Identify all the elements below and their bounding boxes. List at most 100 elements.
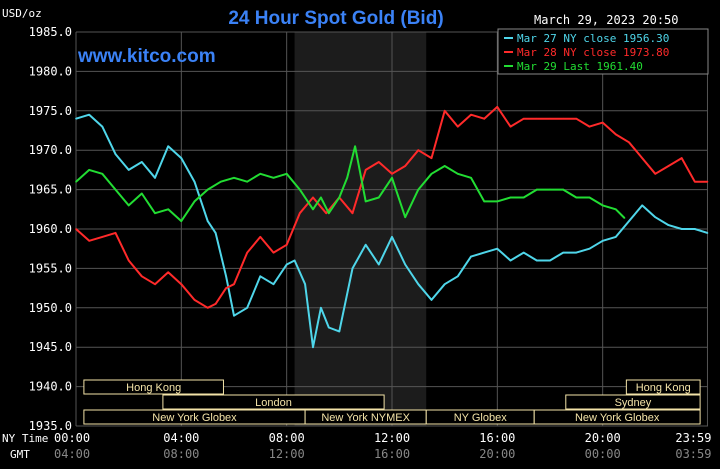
series-3-point [509,196,512,199]
y-tick-label: 1975.0 [29,104,72,118]
series-1-point [154,176,156,179]
series-2-point [443,110,446,112]
session-label: Hong Kong [126,382,181,394]
series-3-point [496,200,499,203]
series-1-point [338,330,341,333]
series-3-point [154,212,156,215]
series-1-point [404,263,406,266]
y-tick-label: 1955.0 [29,261,72,275]
series-1-point [470,255,472,258]
series-1-point [101,125,104,128]
session-box [162,394,385,410]
series-1-point [328,326,330,329]
series-3-point [167,208,169,211]
series-1-point [522,251,525,254]
series-2-point [601,121,604,124]
chart-title: 24 Hour Spot Gold (Bid) [228,8,443,29]
series-2-point [391,173,393,175]
series-2-point [470,113,472,116]
series-3-point [615,208,617,211]
series-1-point [320,307,322,309]
series-3-point [588,196,591,199]
y-tick-label: 1960.0 [29,222,72,236]
series-1-point [667,224,670,226]
series-2-point [101,236,104,238]
series-1-point [114,153,117,155]
series-3-point [443,165,446,167]
series-2-point [246,251,248,254]
series-2-point [325,212,327,215]
series-1-point [417,283,420,285]
series-1-point [225,275,227,278]
series-2-point [351,212,354,215]
series-3-point [75,180,77,183]
series-2-point [127,259,130,262]
series-1-point [457,275,459,278]
series-1-point [588,247,591,250]
session-label: New York Globex [575,412,660,424]
series-1-point [628,220,630,222]
series-2-point [509,125,512,128]
x-tick-label: 08:00 [269,431,305,445]
series-2-point [259,236,262,238]
series-3-point [562,188,564,191]
series-2-point [312,196,314,199]
session-box [625,379,701,395]
y-tick-label: 1940.0 [29,380,72,394]
series-3-point [206,188,209,191]
series-3-point [193,200,196,203]
session-bar: New York NYMEX [304,409,427,425]
series-2-point [193,299,196,301]
series-3-point [623,217,626,219]
series-1-point [549,259,551,262]
series-2-point [483,117,485,120]
x-tick-label: 23:59 [675,431,711,445]
session-layer: Hong Kong London New York Globex New York N… [83,379,701,425]
series-3-point [354,145,356,148]
series-1-point [233,314,235,317]
y-tick-label: 1980.0 [29,64,72,78]
series-1-point [680,228,683,230]
y-tick-label: 1950.0 [29,301,72,315]
series-3-point [233,176,235,179]
series-2-point [206,307,209,309]
x-tick-label-gmt: 00:00 [585,447,621,461]
session-bar: New York Globex [83,409,306,425]
series-2-point [404,165,406,167]
series-3-point [114,188,117,191]
series-1-point [127,169,130,171]
series-1-point [259,275,262,278]
series-2-point [549,117,551,120]
x-tick-label: 20:00 [585,431,621,445]
series-3-point [101,173,104,175]
series-3-point [391,176,393,179]
session-bar: Sydney [565,394,701,410]
series-3-point [457,173,459,175]
series-2-point [272,251,275,254]
series-1-point [193,180,196,183]
series-1-point [206,220,209,222]
series-3-point [470,176,472,179]
series-line-2 [75,105,708,309]
series-1-point [706,232,709,234]
series-1-point [601,240,604,242]
x-tick-label: 16:00 [479,431,515,445]
series-3-point [417,188,420,191]
series-3-point [536,188,538,191]
series-1-point [88,113,90,116]
x-axis-label-ny: NY Time [2,432,48,445]
series-1-point [293,259,296,262]
series-1-point [483,251,485,254]
series-3-point [127,204,130,207]
session-bar: New York Globex [533,409,701,425]
series-1-point [214,232,217,234]
series-3-point [522,196,525,199]
series-1-point [141,161,143,163]
session-label: Sydney [615,397,652,409]
x-tick-label-gmt: 20:00 [479,447,515,461]
series-2-point [667,165,670,167]
series-1-point [509,259,512,262]
series-2-point [285,243,288,246]
series-1-point [378,263,380,266]
series-2-point [628,141,630,144]
